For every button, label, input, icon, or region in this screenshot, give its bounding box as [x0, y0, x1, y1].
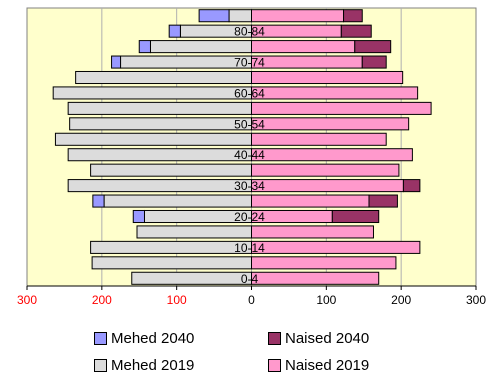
- bar-mehed-2040-25-29: [93, 195, 104, 207]
- bar-naised-2019-10-14: [252, 241, 420, 253]
- bar-naised-2019-55-59: [252, 102, 432, 114]
- bar-naised-2019-30-34: [252, 180, 404, 192]
- age-label: 50-54: [234, 117, 265, 131]
- bar-naised-2019-15-19: [252, 226, 374, 238]
- bar-naised-2019-65-69: [252, 71, 403, 83]
- x-tick-label: 200: [92, 293, 112, 307]
- bar-mehed-2040-70-74: [112, 56, 121, 68]
- bar-mehed-2019-65-69: [76, 71, 252, 83]
- bar-mehed-2019-0-4: [132, 272, 252, 284]
- legend-label: Mehed 2019: [111, 357, 194, 374]
- bar-mehed-2040-20-24: [133, 210, 144, 222]
- legend-swatch: [268, 332, 281, 345]
- bar-naised-2019-80-84: [252, 25, 342, 37]
- bar-naised-2040-75-79: [355, 41, 391, 53]
- bar-mehed-2019-25-29: [104, 195, 251, 207]
- x-tick-label: 100: [167, 293, 187, 307]
- bar-naised-2019-70-74: [252, 56, 363, 68]
- bar-mehed-2019-10-14: [91, 241, 252, 253]
- bar-mehed-2019-60-64: [53, 87, 251, 99]
- bar-naised-2040-70-74: [362, 56, 386, 68]
- age-label: 10-14: [234, 241, 265, 255]
- bar-mehed-2040-80-84: [169, 25, 180, 37]
- bar-naised-2040-30-34: [403, 180, 419, 192]
- bar-naised-2040-80-84: [341, 25, 371, 37]
- bar-naised-2019-5-9: [252, 257, 396, 269]
- bar-mehed-2019-45-49: [55, 133, 251, 145]
- x-tick-labels: 300 200 100 0 100 200 300: [17, 286, 486, 307]
- age-label: 80-84: [234, 25, 265, 39]
- legend-item-mehed-2019: Mehed 2019: [94, 357, 194, 374]
- legend-item-naised-2019: Naised 2019: [268, 357, 369, 374]
- legend-item-mehed-2040: Mehed 2040: [94, 330, 194, 347]
- x-tick-label: 300: [17, 293, 37, 307]
- age-group-labels: 0-4 10-14 20-24 30-34 40-44 50-54 60-64 70-74 80…: [234, 25, 265, 286]
- age-label: 70-74: [234, 56, 265, 70]
- bar-naised-2019-40-44: [252, 149, 413, 161]
- bar-mehed-2019-55-59: [68, 102, 251, 114]
- legend-label: Mehed 2040: [111, 330, 194, 347]
- bar-mehed-2019-40-44: [68, 149, 251, 161]
- bar-mehed-2019-15-19: [137, 226, 251, 238]
- x-tick-label: 100: [316, 293, 336, 307]
- legend-label: Naised 2040: [285, 330, 369, 347]
- x-tick-label: 300: [466, 293, 486, 307]
- bar-naised-2040-20-24: [332, 210, 378, 222]
- legend-swatch: [94, 332, 107, 345]
- bar-mehed-2019-75-79: [150, 41, 251, 53]
- bar-mehed-2019-85+: [229, 10, 251, 22]
- bar-naised-2019-35-39: [252, 164, 399, 176]
- age-label: 40-44: [234, 148, 265, 162]
- age-label: 60-64: [234, 86, 265, 100]
- x-tick-label: 200: [391, 293, 411, 307]
- bar-naised-2019-45-49: [252, 133, 387, 145]
- bar-naised-2019-85+: [252, 10, 344, 22]
- age-label: 30-34: [234, 179, 265, 193]
- bar-naised-2019-0-4: [252, 272, 379, 284]
- bar-mehed-2019-30-34: [68, 180, 251, 192]
- legend-swatch: [268, 359, 281, 372]
- legend-swatch: [94, 359, 107, 372]
- bar-mehed-2019-35-39: [91, 164, 252, 176]
- bar-naised-2040-25-29: [369, 195, 397, 207]
- bar-mehed-2019-5-9: [92, 257, 251, 269]
- bar-naised-2019-75-79: [252, 41, 355, 53]
- legend-item-naised-2040: Naised 2040: [268, 330, 369, 347]
- legend-label: Naised 2019: [285, 357, 369, 374]
- bar-mehed-2019-50-54: [70, 118, 252, 130]
- legend: Mehed 2040 Naised 2040 Mehed 2019 Naised…: [94, 330, 454, 376]
- x-tick-label: 0: [248, 293, 255, 307]
- bar-mehed-2040-75-79: [139, 41, 150, 53]
- age-label: 20-24: [234, 210, 265, 224]
- bar-mehed-2040-85+: [199, 10, 229, 22]
- bar-mehed-2019-70-74: [121, 56, 252, 68]
- bar-naised-2019-60-64: [252, 87, 418, 99]
- bar-naised-2019-25-29: [252, 195, 369, 207]
- bar-naised-2019-50-54: [252, 118, 409, 130]
- population-pyramid-chart: 0-4 10-14 20-24 30-34 40-44 50-54 60-64 70-74 80…: [0, 0, 492, 320]
- bar-naised-2040-85+: [344, 10, 363, 22]
- age-label: 0-4: [241, 272, 259, 286]
